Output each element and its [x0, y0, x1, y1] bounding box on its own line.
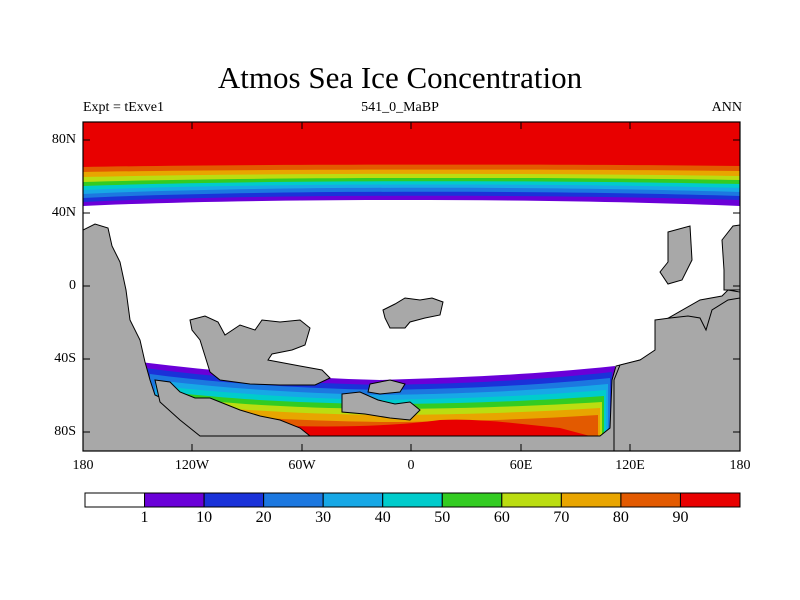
lon-ticks — [82, 122, 741, 451]
legend-swatch — [84, 492, 146, 508]
lat-tick-label: 0 — [69, 278, 76, 293]
lat-tick-label: 40N — [51, 205, 76, 220]
land-masses — [83, 223, 740, 451]
legend-colorbar — [84, 492, 741, 508]
legend-swatch — [501, 492, 562, 508]
lon-tick-label: 60W — [288, 458, 316, 473]
arctic-ice-bands — [83, 122, 740, 206]
lat-tick-label: 80S — [54, 424, 76, 439]
land-eastern-continent — [613, 297, 740, 451]
lat-tick-label: 40S — [54, 351, 76, 366]
experiment-label: Expt = tExve1 — [83, 100, 164, 115]
map-area — [83, 122, 740, 451]
legend-swatch — [620, 492, 681, 508]
legend-swatch — [144, 492, 205, 508]
lon-tick-label: 120W — [174, 458, 210, 473]
legend-label: 20 — [255, 509, 272, 526]
lat-ticks — [83, 139, 740, 433]
legend-label: 60 — [493, 509, 510, 526]
land-eastern-strip — [721, 224, 740, 291]
land-small-island — [382, 297, 444, 329]
legend-label: 70 — [553, 509, 570, 526]
legend-swatch — [203, 492, 265, 508]
season-label: ANN — [711, 100, 742, 115]
lat-tick-label: 80N — [51, 132, 76, 147]
legend-label: 50 — [434, 509, 451, 526]
legend-swatch — [441, 492, 503, 508]
legend-label: 30 — [315, 509, 332, 526]
legend-label: 80 — [612, 509, 629, 526]
legend-swatch — [679, 492, 741, 508]
land-southern-patch — [367, 379, 406, 395]
legend-swatch — [263, 492, 324, 508]
time-label: 541_0_MaBP — [361, 100, 439, 115]
land-eastern-island — [659, 225, 693, 285]
map-title: Atmos Sea Ice Concentration — [217, 60, 583, 95]
lon-tick-label: 180 — [729, 458, 751, 473]
land-central-continent — [189, 315, 331, 386]
legend-label: 90 — [672, 509, 689, 526]
lon-tick-label: 60E — [509, 458, 533, 473]
lon-tick-label: 0 — [407, 458, 415, 473]
lon-tick-label: 120E — [615, 458, 645, 473]
land-south-pacific — [154, 379, 312, 437]
legend-label: 10 — [196, 509, 213, 526]
legend-swatch — [560, 492, 622, 508]
legend-swatch — [382, 492, 443, 508]
lon-tick-label: 180 — [72, 458, 94, 473]
legend-swatch — [322, 492, 384, 508]
legend-label: 1 — [140, 509, 149, 526]
legend-label: 40 — [374, 509, 391, 526]
land-southern-island — [341, 391, 421, 421]
